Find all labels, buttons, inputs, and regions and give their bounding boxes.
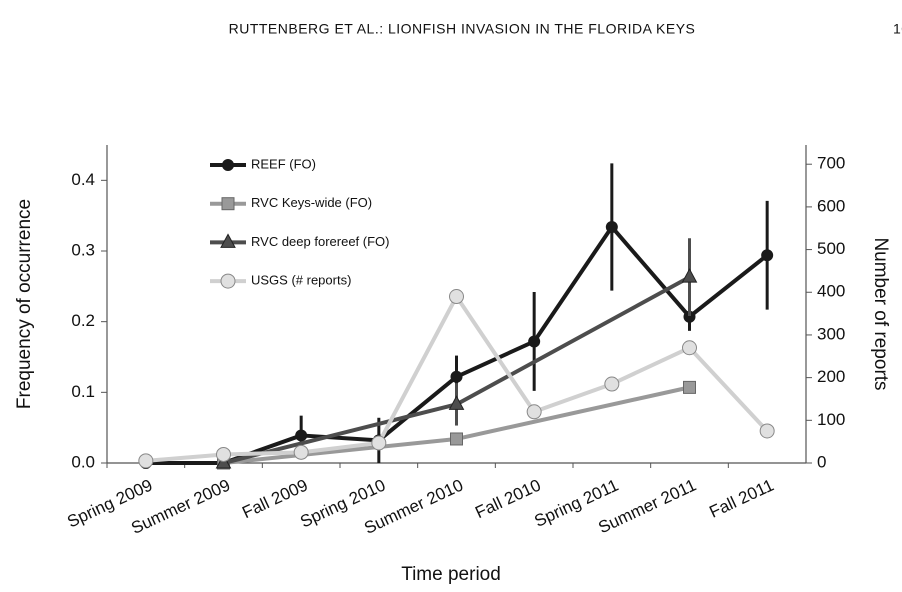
data-point (681, 268, 698, 283)
y2-tick-label: 200 (817, 367, 845, 386)
y-tick-label: 0.0 (71, 452, 95, 471)
y-tick-label: 0.1 (71, 382, 95, 401)
data-point (604, 376, 620, 392)
data-point (683, 380, 696, 394)
data-point (605, 220, 618, 233)
data-point (295, 429, 308, 442)
y2-axis-label: Number of reports (870, 237, 891, 390)
data-point (450, 370, 463, 383)
data-point (138, 453, 154, 469)
legend-label: REEF (FO) (251, 156, 316, 171)
y2-tick-label: 400 (817, 282, 845, 301)
x-axis-label: Time period (401, 564, 501, 585)
y2-tick-label: 600 (817, 196, 845, 215)
running-title: RUTTENBERG ET AL.: LIONFISH INVASION IN … (229, 21, 696, 37)
legend-marker (221, 197, 235, 211)
data-point (761, 249, 774, 262)
data-point (528, 335, 541, 348)
y-tick-label: 0.2 (71, 311, 95, 330)
data-point (759, 423, 775, 439)
y2-tick-label: 700 (817, 154, 845, 173)
legend-label: USGS (# reports) (251, 273, 351, 288)
page-number: 10 (893, 21, 902, 37)
data-point (526, 404, 542, 420)
data-point (448, 395, 465, 410)
data-point (216, 446, 231, 462)
y2-tick-label: 0 (817, 452, 826, 471)
legend-marker (220, 233, 236, 248)
x-tick-label: Fall 2011 (706, 475, 776, 521)
legend-label: RVC Keys-wide (FO) (251, 195, 372, 210)
y2-tick-label: 300 (817, 324, 845, 343)
y2-tick-label: 500 (817, 239, 845, 258)
y2-tick-label: 100 (817, 410, 845, 429)
data-point (293, 444, 309, 460)
legend-label: RVC deep forereef (FO) (251, 234, 389, 249)
y-axis-label: Frequency of occurrence (14, 199, 35, 409)
y-tick-label: 0.4 (71, 170, 95, 189)
y-tick-label: 0.3 (71, 240, 95, 259)
data-point (449, 289, 464, 305)
legend-marker (220, 273, 236, 289)
data-point (371, 435, 387, 451)
legend-marker (222, 159, 234, 171)
data-point (450, 432, 463, 446)
series-line (145, 224, 769, 465)
data-point (682, 340, 697, 356)
